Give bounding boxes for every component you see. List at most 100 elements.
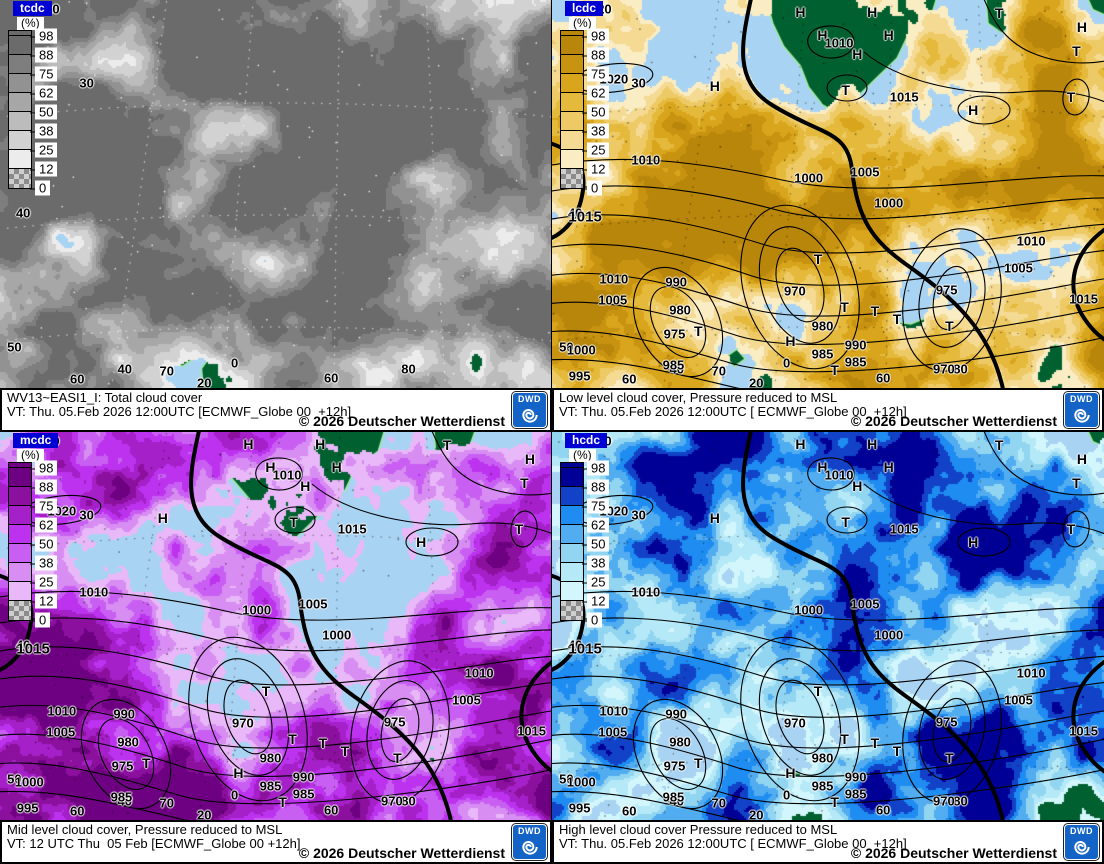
pressure-center-marker: T [945, 317, 954, 334]
isobar-label: 990 [844, 337, 867, 353]
scale-cell [561, 487, 583, 506]
panel-low-cloud-cover: 20 30 40 50 60 40 70 20 0 60 80 H H H 1010 H H T H T T 1015 H T… [551, 0, 1104, 433]
pressure-center-marker: H [709, 78, 720, 95]
graticule-label: 80 [401, 361, 416, 377]
dwd-logo: DWD [511, 823, 548, 861]
pressure-center-marker: H [300, 478, 311, 495]
copyright: © 2026 Deutscher Wetterdienst [298, 413, 505, 429]
scale-cell [561, 468, 583, 487]
scale-cell-top [9, 463, 31, 468]
pressure-center-marker: T [994, 436, 1004, 453]
isobar-label: 1000 [242, 602, 272, 618]
isobar-label: 985 [259, 778, 282, 794]
scale-cell-top [561, 463, 583, 468]
isobar-label: 1010 [1016, 665, 1046, 681]
isobar-label: 1015 [568, 640, 602, 658]
dwd-spiral-icon [521, 409, 538, 423]
color-scale [560, 462, 584, 621]
pressure-center-marker: H [867, 3, 878, 20]
pressure-center-marker: H [1076, 19, 1087, 36]
pressure-center-marker: H [852, 46, 863, 63]
scale-cell [561, 544, 583, 563]
isobar-label: 1010 [47, 703, 77, 719]
pressure-center-marker: T [442, 436, 452, 453]
isobar-label: 1010 [599, 271, 629, 287]
pressure-center-marker: T [693, 322, 703, 339]
pressure-center-marker: H [416, 533, 427, 550]
dwd-logo-label: DWD [518, 826, 541, 836]
graticule-label: 20 [197, 375, 212, 391]
graticule-label: 20 [749, 375, 764, 391]
caption-validtime: VT: Thu. 05.Feb 2026 12:00UTC [ECMWF_Glo… [7, 404, 352, 419]
scale-cell-top [561, 31, 583, 36]
scale-tick-label: 0 [29, 612, 51, 628]
scale-tick-label: 25 [29, 574, 58, 590]
caption-validtime: VT: 12 UTC Thu 05 Feb [ECMWF_Globe 00 +1… [7, 836, 301, 851]
isobar-label: 1010 [631, 152, 661, 168]
scale-cell-below-threshold [9, 169, 31, 188]
pressure-center-marker: T [945, 749, 954, 766]
pressure-center-marker: T [870, 735, 880, 752]
graticule-label: 20 [197, 807, 212, 823]
pressure-center-marker: T [261, 683, 271, 700]
scale-tick-label: 75 [581, 498, 610, 514]
pressure-center-marker: T [994, 4, 1004, 21]
graticule-label: 70 [711, 795, 726, 811]
dwd-logo-label: DWD [1070, 826, 1093, 836]
scale-cell [9, 36, 31, 55]
isobar-label: 985 [110, 789, 133, 805]
legend-title: tcdc [13, 1, 52, 16]
copyright: © 2026 Deutscher Wetterdienst [850, 413, 1057, 429]
scale-tick-label: 98 [581, 28, 610, 44]
pressure-center-marker: H [968, 101, 979, 118]
pressure-center-marker: T [830, 361, 839, 378]
isobar-label: 1015 [889, 89, 919, 105]
isobar-label: 1000 [794, 170, 824, 186]
pressure-center-marker: H [852, 478, 863, 495]
isobar-label: 980 [117, 734, 139, 750]
isobar-label: 1015 [889, 521, 919, 537]
isobar-label: 1015 [1069, 723, 1099, 739]
scale-tick-label: 88 [581, 479, 610, 495]
pressure-center-marker: T [1072, 475, 1081, 492]
scale-cell [9, 112, 31, 131]
scale-tick-label: 38 [581, 123, 610, 139]
pressure-center-marker: T [514, 521, 524, 537]
graticule-label: 40 [669, 793, 684, 809]
isobar-label: 1010 [631, 584, 661, 600]
caption-validtime: VT: Thu. 05.Feb 2026 12:00UTC [ ECMWF_Gl… [559, 404, 907, 419]
caption-title: High level cloud cover Pressure reduced … [559, 822, 838, 837]
isobar-label: 1000 [566, 342, 596, 358]
graticule-label: 40 [117, 361, 132, 377]
dwd-spiral-icon [1073, 409, 1090, 423]
pressure-center-marker: T [840, 730, 849, 747]
scale-tick-label: 12 [581, 161, 610, 177]
caption-title: Low level cloud cover, Pressure reduced … [559, 390, 838, 405]
panel-mid-cloud-cover: 203040506040702006080HHH1010HHTHTT1015HT… [0, 431, 553, 864]
scale-tick-label: 88 [581, 47, 610, 63]
scale-tick-label: 75 [581, 66, 610, 82]
pressure-center-marker: H [233, 765, 244, 782]
graticule-label: 60 [875, 370, 891, 386]
pressure-center-marker: T [520, 475, 529, 492]
pressure-center-marker: T [841, 514, 850, 531]
pressure-center-marker: H [968, 533, 979, 550]
graticule-label: 40 [117, 793, 132, 809]
caption-bar: High level cloud cover Pressure reduced … [552, 820, 1104, 864]
pressure-center-marker: H [883, 26, 894, 43]
scale-cell [9, 487, 31, 506]
scale-tick-label: 38 [29, 555, 58, 571]
graticule-label: 60 [622, 803, 637, 819]
scale-tick-label: 0 [581, 612, 603, 628]
legend: hcdc (%) 98 88 75 62 50 38 25 12 0 [552, 432, 622, 632]
isobar-label: 990 [844, 769, 867, 785]
pressure-center-marker: H [785, 333, 796, 350]
isobar-label: 1005 [598, 724, 628, 740]
isobar-label: 1015 [517, 723, 547, 739]
isobar-label: 975 [111, 758, 134, 774]
pressure-center-marker: H [817, 26, 828, 43]
pressure-center-marker: T [141, 754, 151, 771]
scale-tick-label: 50 [29, 104, 58, 120]
